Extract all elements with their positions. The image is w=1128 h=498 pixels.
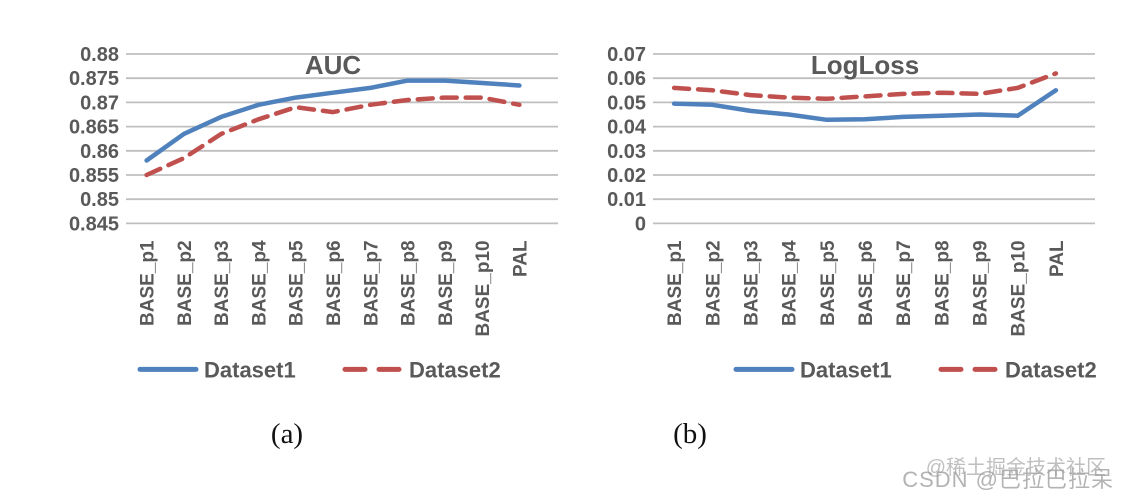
caption-a: (a) [270,418,304,450]
series-line-dataset2 [671,71,1059,102]
series-line-dataset1 [671,88,1059,123]
x-category-label: BASE_p4 [780,240,801,326]
x-category-label: BASE_p10 [1009,240,1030,336]
y-tick-label: 0 [635,213,646,235]
y-tick-label: 0.875 [69,68,119,90]
y-tick-label: 0.06 [607,68,646,90]
legend-label: Dataset2 [409,357,501,382]
x-category-label: BASE_p5 [818,240,839,326]
x-category-label: BASE_p10 [473,240,494,336]
chart-title: LogLoss [811,50,919,80]
x-category-label: BASE_p2 [703,240,724,326]
y-tick-label: 0.04 [607,117,647,139]
auc-chart: 0.88 0.875 0.87 0.865 0.86 0.855 0.85 0.845 AUC B… [28,18,573,419]
x-category-label: BASE_p8 [399,240,420,326]
x-category-label: BASE_p4 [249,240,270,326]
legend-label: Dataset2 [1005,357,1097,382]
y-tick-label: 0.86 [80,141,119,163]
x-category-label: PAL [510,240,531,277]
watermark-csdn: CSDN @巴拉巴拉呆 [902,467,1114,492]
series-line-dataset2 [144,95,522,178]
chart-title: AUC [305,50,362,80]
legend-label: Dataset1 [800,357,892,382]
x-category-label: BASE_p9 [436,240,457,326]
x-category-label: PAL [1047,240,1068,277]
y-tick-label: 0.01 [607,189,646,211]
x-category-label: BASE_p1 [138,240,159,326]
chart-canvas: 0.070.060.05 0.040.030.020.010 LogLoss BASE… [607,44,1097,382]
x-category-label: BASE_p3 [741,240,762,326]
y-tick-label: 0.05 [607,92,646,114]
x-category-label: BASE_p5 [287,240,308,326]
x-category-label: BASE_p9 [971,240,992,326]
y-tick-label: 0.845 [69,213,119,235]
y-tick-label: 0.85 [80,189,119,211]
y-tick-label: 0.865 [69,117,119,139]
x-category-label: BASE_p8 [932,240,953,326]
y-tick-label: 0.88 [80,44,119,66]
series-line-dataset1 [144,78,522,163]
y-tick-label: 0.87 [80,92,119,114]
x-category-label: BASE_p6 [324,240,345,326]
x-category-label: BASE_p6 [856,240,877,326]
logloss-chart: 0.07 0.06 0.05 0.04 0.03 0.02 0.01 0 LogLoss BASE… [578,18,1128,419]
x-category-label: BASE_p1 [665,240,686,326]
x-category-label: BASE_p7 [361,240,382,326]
x-category-label: BASE_p2 [175,240,196,326]
y-tick-label: 0.07 [607,44,646,66]
y-tick-label: 0.02 [607,165,646,187]
legend-label: Dataset1 [204,357,296,382]
caption-b: (b) [673,418,707,450]
x-category-label: BASE_p7 [894,240,915,326]
y-tick-label: 0.855 [69,165,119,187]
watermark-juejin: @稀土掘金技术社区 [925,457,1106,479]
x-category-label: BASE_p3 [212,240,233,326]
y-tick-label: 0.03 [607,141,646,163]
